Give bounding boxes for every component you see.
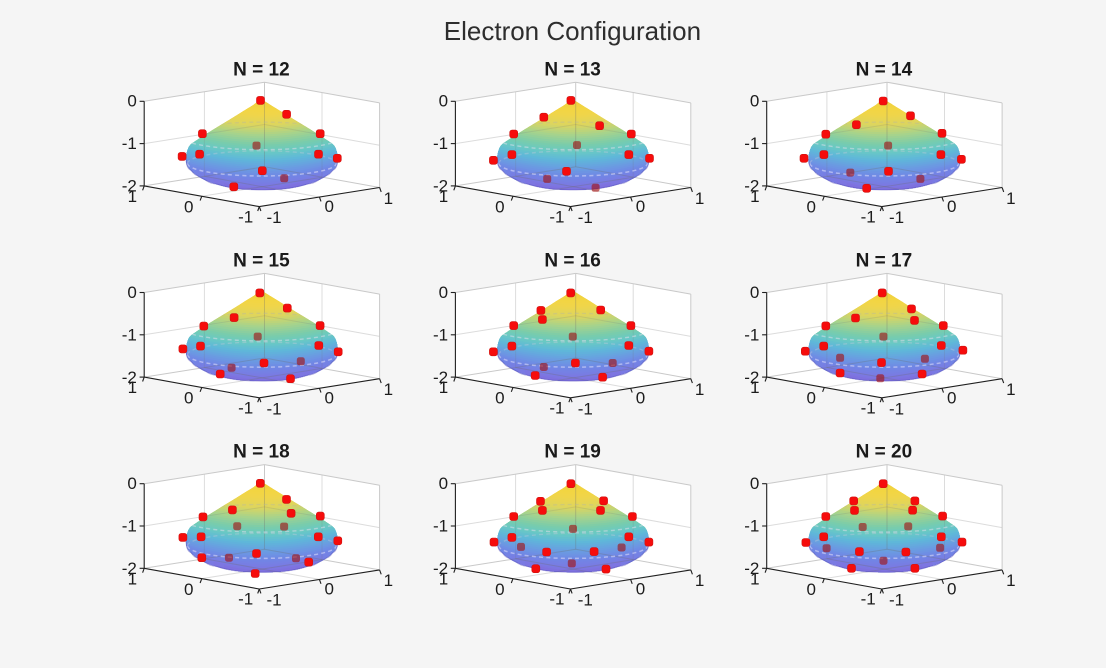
svg-text:N = 20: N = 20 — [856, 442, 913, 463]
svg-text:N = 17: N = 17 — [856, 251, 913, 272]
svg-text:N = 12: N = 12 — [233, 59, 290, 80]
svg-text:N = 16: N = 16 — [544, 251, 601, 272]
svg-text:N = 14: N = 14 — [856, 59, 913, 80]
svg-text:N = 19: N = 19 — [544, 442, 601, 463]
svg-text:N = 18: N = 18 — [233, 442, 290, 463]
svg-text:Electron Configuration: Electron Configuration — [444, 16, 701, 46]
svg-text:N = 13: N = 13 — [544, 59, 601, 80]
svg-text:N = 15: N = 15 — [233, 251, 290, 272]
